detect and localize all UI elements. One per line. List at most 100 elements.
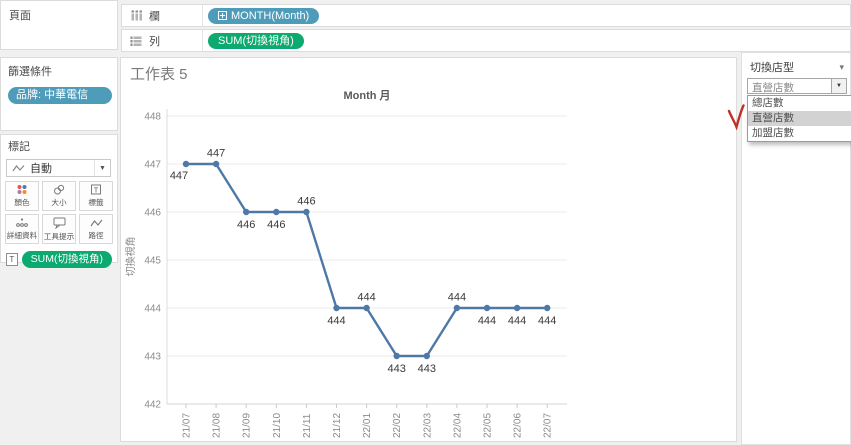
data-point[interactable] xyxy=(453,304,461,312)
pages-shelf-label: 頁面 xyxy=(9,10,31,22)
data-point[interactable] xyxy=(243,208,250,216)
mark-type-dropdown[interactable]: 自動 ▼ xyxy=(6,159,111,177)
y-tick-label: 444 xyxy=(144,304,161,315)
y-tick-label: 446 xyxy=(144,208,161,219)
option-direct-stores[interactable]: 直營店數 xyxy=(748,111,851,126)
data-label: 444 xyxy=(357,292,375,304)
filter-pill-label: 品牌: 中華電信 xyxy=(16,89,89,101)
filters-shelf[interactable]: 篩選條件 品牌: 中華電信 xyxy=(0,57,118,131)
x-tick-label: 21/07 xyxy=(182,413,193,438)
rows-pill-sum[interactable]: SUM(切換視角) xyxy=(208,32,304,49)
x-tick-label: 21/08 xyxy=(212,413,223,438)
size-icon xyxy=(54,184,65,195)
x-tick-label: 22/03 xyxy=(422,413,433,438)
parameter-dropdown-list: 總店數 直營店數 加盟店數 xyxy=(747,95,851,142)
parameter-combobox-value: 直營店數 xyxy=(752,82,794,93)
x-tick-label: 22/05 xyxy=(483,413,494,438)
label-button-label: 標籤 xyxy=(88,198,104,207)
y-axis-title: 切換視角 xyxy=(124,237,137,277)
data-label: 444 xyxy=(478,315,496,327)
rows-shelf-label: 列 xyxy=(149,35,160,48)
marks-pill-label: SUM(切換視角) xyxy=(30,253,103,265)
data-point[interactable] xyxy=(182,160,190,168)
pages-shelf[interactable]: 頁面 xyxy=(0,0,118,50)
sheet-title: 工作表 5 xyxy=(130,66,188,83)
detail-button[interactable]: 詳細資料 xyxy=(5,214,39,244)
y-tick-label: 443 xyxy=(144,352,161,363)
columns-pill-month[interactable]: MONTH(Month) xyxy=(208,7,320,24)
x-tick-label: 21/12 xyxy=(332,413,343,438)
color-button-label: 顏色 xyxy=(14,198,30,207)
label-icon: T xyxy=(91,184,101,195)
columns-pill-label: MONTH(Month) xyxy=(231,9,310,22)
text-mark-icon: T xyxy=(6,253,18,266)
data-label: 444 xyxy=(538,315,556,327)
x-tick-label: 21/11 xyxy=(302,413,313,438)
detail-button-label: 詳細資料 xyxy=(6,231,38,240)
data-label: 447 xyxy=(170,170,188,182)
data-point[interactable] xyxy=(544,304,551,312)
y-tick-label: 447 xyxy=(144,160,161,171)
parameter-card: 切換店型 ▾ 直營店數 ▼ 總店數 直營店數 加盟店數 xyxy=(741,52,851,445)
data-point[interactable] xyxy=(212,160,220,168)
filter-pill-brand[interactable]: 品牌: 中華電信 xyxy=(8,87,112,104)
data-label: 447 xyxy=(207,148,225,160)
y-tick-label: 445 xyxy=(144,256,161,267)
columns-shelf-header: 欄 xyxy=(122,5,203,26)
svg-text:T: T xyxy=(94,187,99,194)
y-tick-label: 448 xyxy=(144,112,161,123)
data-point[interactable] xyxy=(513,304,521,312)
data-point[interactable] xyxy=(303,208,310,216)
rows-shelf-header: 列 xyxy=(122,30,203,51)
color-icon xyxy=(17,185,27,194)
x-tick-label: 22/06 xyxy=(513,413,524,438)
chevron-down-icon[interactable]: ▼ xyxy=(94,160,110,176)
filters-title: 篩選條件 xyxy=(8,66,52,78)
marks-title: 標記 xyxy=(8,141,30,153)
columns-icon xyxy=(131,10,142,21)
path-button-label: 路徑 xyxy=(88,230,104,240)
marks-card: 標記 自動 ▼ 顏色 大小 T 標籤 xyxy=(0,134,118,268)
size-button[interactable]: 大小 xyxy=(42,181,76,211)
tooltip-button-label: 工具提示 xyxy=(43,231,75,241)
parameter-combobox[interactable]: 直營店數 ▼ xyxy=(747,78,847,94)
data-label: 443 xyxy=(388,363,406,375)
combobox-dropdown-icon[interactable]: ▼ xyxy=(831,79,846,93)
option-franchise-stores[interactable]: 加盟店數 xyxy=(752,127,794,139)
data-point[interactable] xyxy=(333,304,340,312)
data-point[interactable] xyxy=(363,304,370,312)
marks-pill-row: T SUM(切換視角) xyxy=(6,251,112,268)
tooltip-icon xyxy=(53,217,65,229)
rows-shelf[interactable]: 列 SUM(切換視角) xyxy=(121,29,851,52)
label-button[interactable]: T 標籤 xyxy=(79,181,113,211)
data-point[interactable] xyxy=(423,352,430,360)
color-button[interactable]: 顏色 xyxy=(5,181,39,211)
chart-title: Month 月 xyxy=(343,89,390,102)
red-checkmark-annotation xyxy=(727,104,745,130)
y-tick-label: 442 xyxy=(144,400,161,411)
parameter-menu-caret-icon[interactable]: ▾ xyxy=(839,61,844,72)
parameter-title: 切換店型 xyxy=(750,62,794,74)
data-label: 446 xyxy=(297,196,315,208)
columns-shelf[interactable]: 欄 MONTH(Month) xyxy=(121,4,851,27)
option-total-stores[interactable]: 總店數 xyxy=(752,97,784,109)
marks-pill-sum[interactable]: SUM(切換視角) xyxy=(21,251,112,268)
x-tick-label: 22/07 xyxy=(543,413,554,438)
mark-type-value: 自動 xyxy=(30,163,52,175)
path-button[interactable]: 路徑 xyxy=(79,214,113,244)
size-button-label: 大小 xyxy=(51,198,67,207)
x-tick-label: 21/09 xyxy=(242,413,253,438)
data-point[interactable] xyxy=(483,304,491,312)
detail-icon xyxy=(16,218,28,227)
data-label: 443 xyxy=(418,363,436,375)
data-label: 446 xyxy=(267,219,285,231)
x-tick-label: 22/02 xyxy=(392,413,403,438)
tooltip-button[interactable]: 工具提示 xyxy=(42,214,76,244)
data-label: 444 xyxy=(448,292,466,304)
data-point[interactable] xyxy=(393,352,400,360)
line-mark-icon xyxy=(12,164,25,171)
x-tick-label: 22/01 xyxy=(362,413,373,438)
parameter-header: 切換店型 ▾ xyxy=(742,53,850,75)
data-point[interactable] xyxy=(273,208,280,216)
